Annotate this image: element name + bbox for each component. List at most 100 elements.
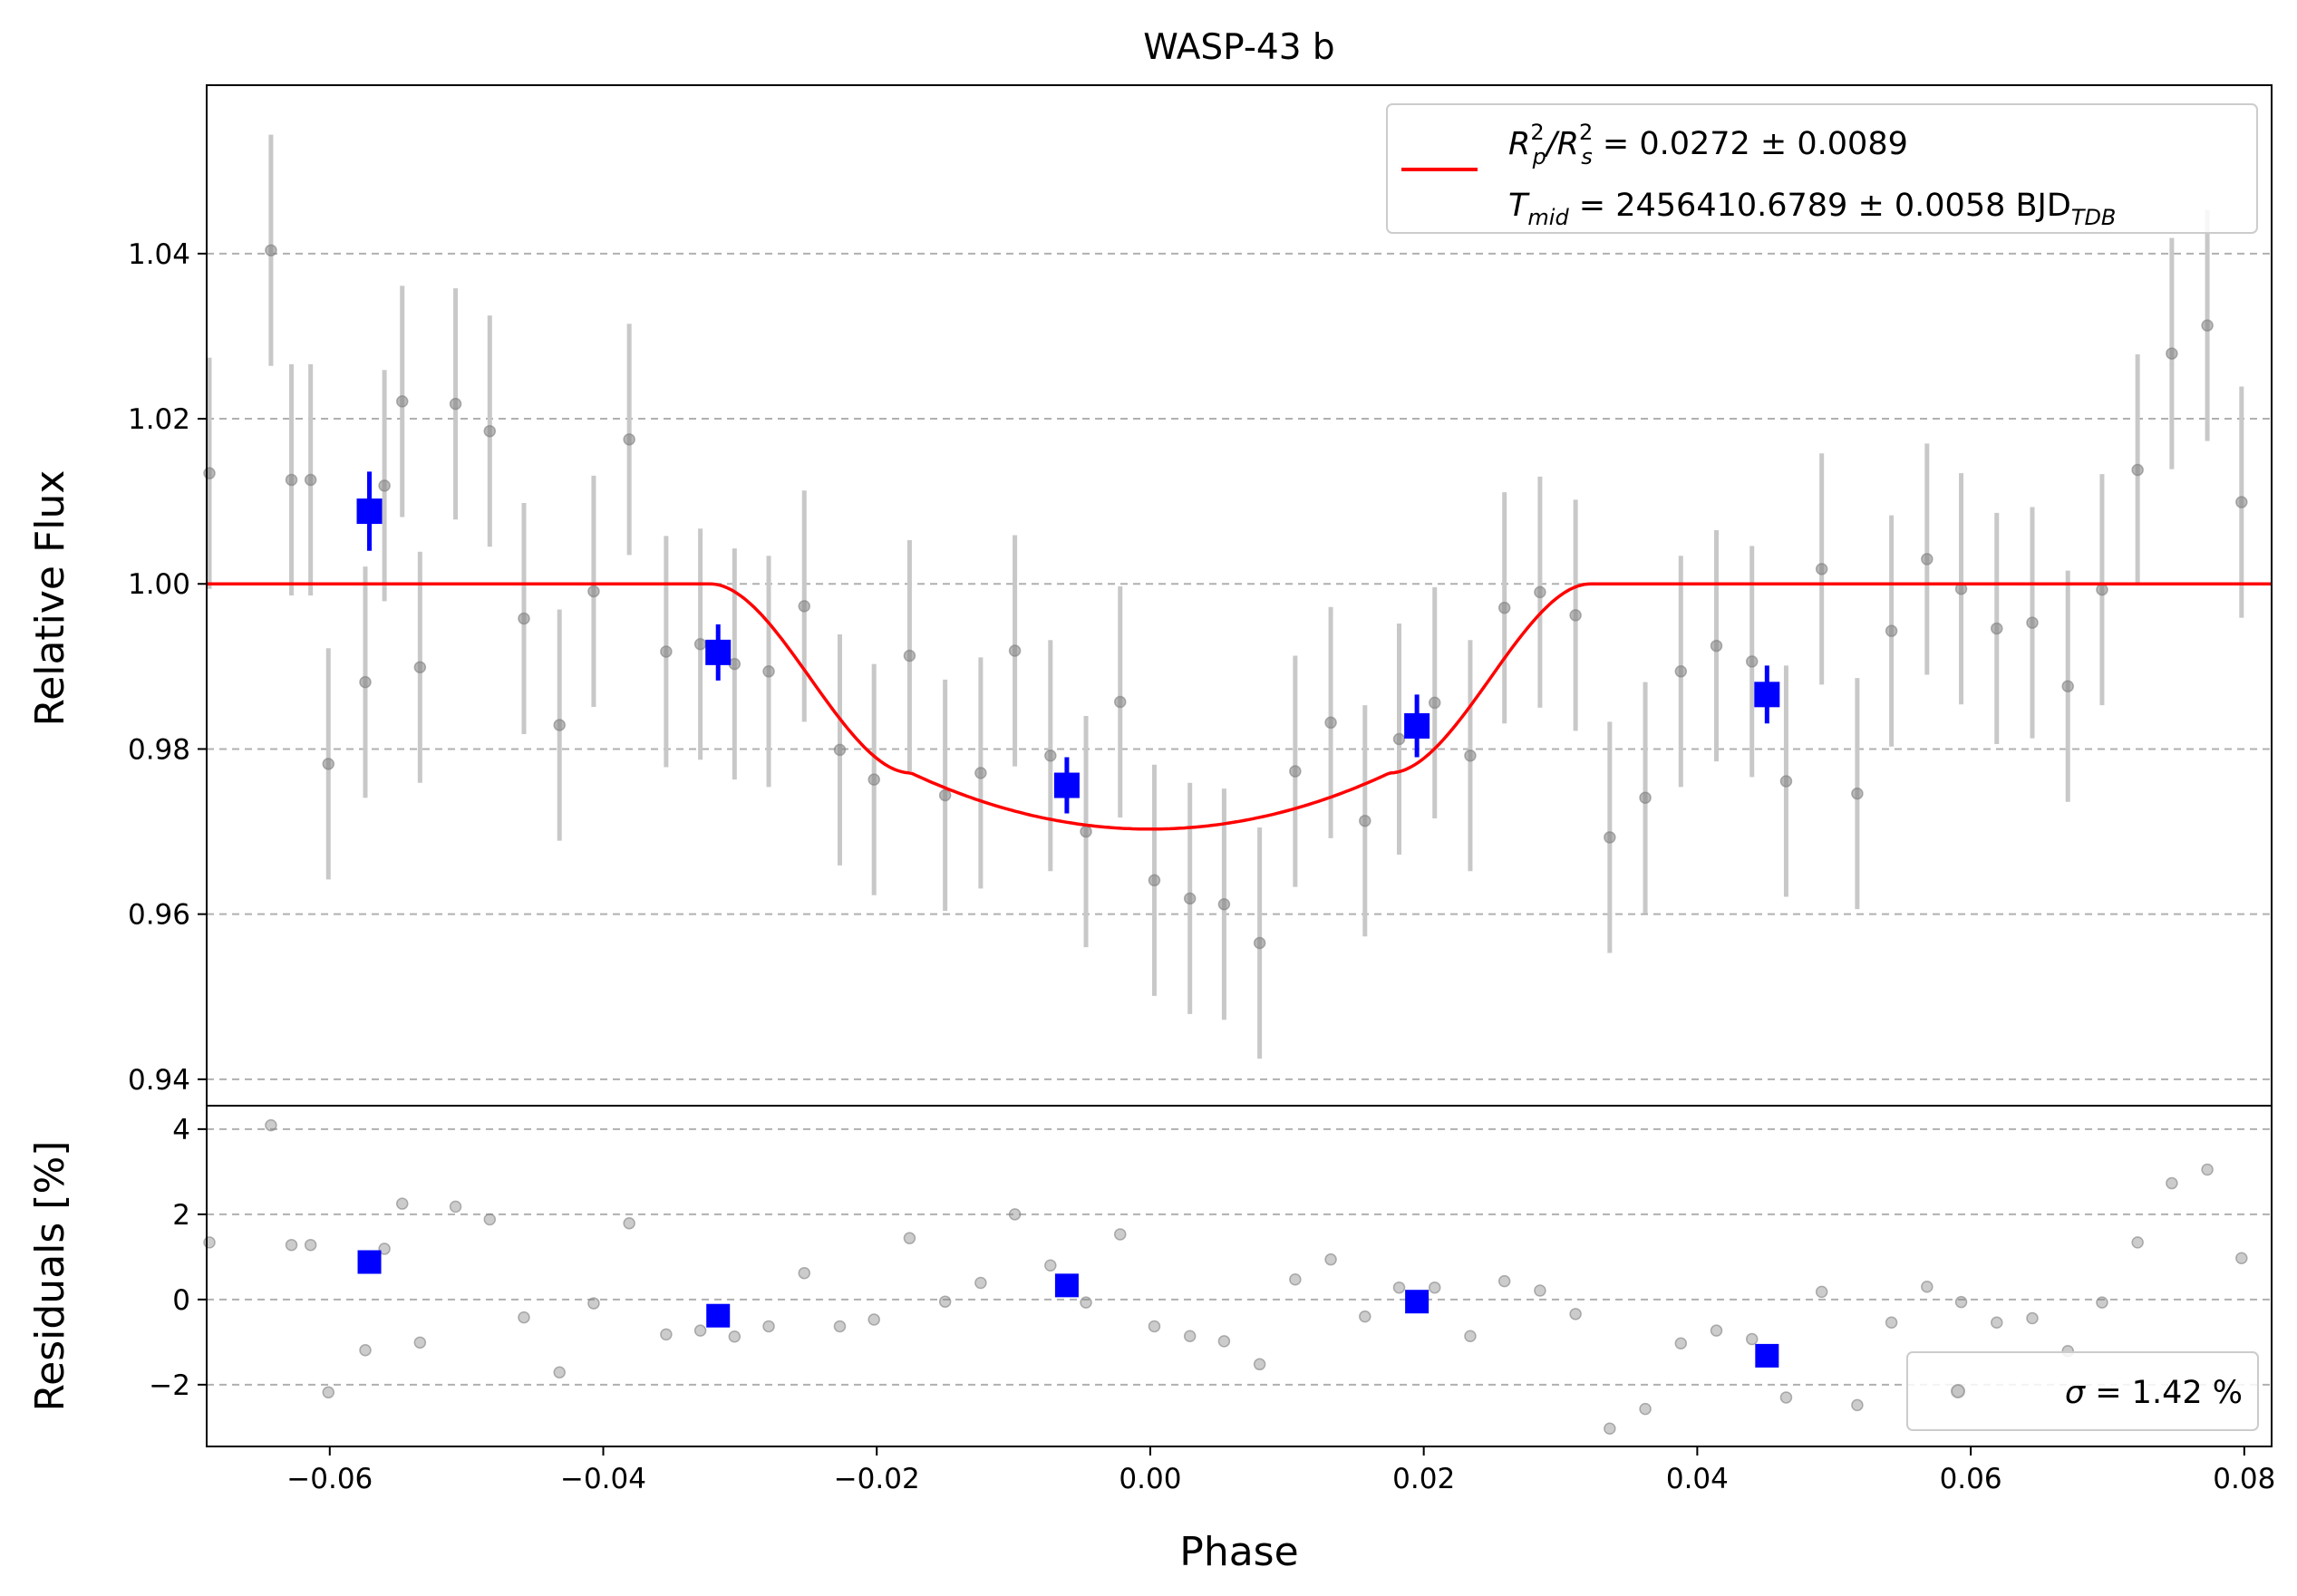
binned-residual-point	[1755, 1343, 1779, 1368]
raw-residual-point	[1497, 1274, 1511, 1288]
raw-point	[1253, 936, 1266, 950]
raw-residual-point	[2026, 1311, 2039, 1325]
raw-point	[867, 773, 880, 786]
raw-residual-point	[1745, 1332, 1759, 1346]
raw-point	[1815, 563, 1828, 576]
raw-residual-point	[833, 1320, 847, 1333]
bottom-legend: σ = 1.42 %	[1906, 1351, 2259, 1431]
top-y-axis-title: Relative Flux	[27, 470, 73, 727]
raw-point	[1885, 624, 1898, 637]
bottom-panel-grid	[207, 1127, 2272, 1386]
binned-point	[1754, 682, 1780, 708]
raw-residual-point	[2201, 1163, 2214, 1176]
top-legend: R2 p/R2 s = 0.0272 ± 0.0089 Tmid = 2456410…	[1386, 103, 2258, 234]
raw-point	[553, 719, 566, 731]
raw-residual-point	[2131, 1236, 2144, 1249]
x-tick-label: −0.02	[834, 1463, 920, 1495]
raw-residual-point	[285, 1238, 298, 1252]
transit-model-curve	[207, 582, 2272, 831]
raw-residual-point	[2235, 1252, 2248, 1265]
binned-point	[1404, 712, 1430, 739]
raw-residual-point	[483, 1213, 497, 1226]
raw-residual-point	[1080, 1296, 1092, 1309]
x-tick-label: 0.02	[1392, 1463, 1455, 1495]
binned-residual-point	[706, 1303, 731, 1328]
raw-residual-point	[693, 1324, 707, 1337]
top-panel-binned-points	[356, 471, 1780, 814]
raw-residual-point	[2166, 1176, 2178, 1190]
raw-point	[1359, 814, 1371, 827]
raw-residual-point	[1324, 1253, 1337, 1266]
raw-residual-point	[553, 1366, 566, 1378]
raw-point	[285, 473, 298, 487]
raw-residual-point	[1392, 1281, 1406, 1294]
binned-point	[1053, 772, 1080, 798]
bottom-panel-y-ticks: −2 0 2 4	[149, 1114, 207, 1402]
bottom-legend-box	[1906, 1351, 2259, 1431]
top-y-tick-label: 0.96	[128, 899, 190, 932]
raw-point	[1991, 622, 2003, 635]
raw-residual-point	[1008, 1208, 1022, 1221]
top-y-tick-label: 1.02	[128, 403, 190, 436]
raw-residual-point	[1815, 1285, 1828, 1299]
binned-residual-point	[357, 1250, 382, 1274]
raw-residual-point	[1569, 1308, 1582, 1320]
raw-residual-point	[413, 1336, 427, 1349]
raw-residual-point	[1289, 1273, 1302, 1286]
raw-residual-point	[378, 1243, 391, 1255]
top-panel-errorbars	[207, 134, 2244, 1059]
raw-point	[1851, 787, 1864, 800]
raw-point	[359, 675, 372, 689]
raw-point	[1148, 874, 1161, 887]
raw-point	[1710, 639, 1723, 653]
x-tick-label: 0.08	[2213, 1463, 2275, 1495]
raw-residual-point	[798, 1266, 811, 1280]
raw-residual-point	[203, 1236, 216, 1249]
raw-point	[1745, 655, 1759, 668]
raw-residual-point	[1148, 1320, 1161, 1333]
raw-point	[2131, 463, 2144, 477]
raw-residual-point	[1464, 1330, 1477, 1343]
x-tick-label: 0.06	[1940, 1463, 2002, 1495]
raw-point	[322, 758, 335, 770]
top-y-tick-label: 0.94	[128, 1064, 190, 1097]
bottom-y-tick-label: −2	[149, 1369, 190, 1402]
raw-residual-point	[1991, 1316, 2003, 1329]
legend-sigma-text: σ = 1.42 %	[2065, 1375, 2243, 1411]
raw-point	[2166, 347, 2178, 360]
raw-residual-point	[1253, 1358, 1266, 1371]
bottom-y-tick-label: 0	[172, 1284, 190, 1317]
top-legend-box	[1386, 103, 2258, 234]
raw-point	[1569, 609, 1582, 622]
bottom-legend-swatch	[1951, 1384, 1965, 1398]
raw-residual-point	[623, 1216, 635, 1230]
raw-point	[2235, 496, 2248, 508]
binned-point	[356, 498, 383, 525]
raw-residual-point	[449, 1200, 462, 1214]
raw-point	[1428, 696, 1441, 710]
raw-residual-point	[974, 1276, 987, 1290]
raw-point	[1779, 775, 1793, 788]
bottom-panel-frame	[206, 1105, 2273, 1447]
top-y-tick-label: 1.00	[128, 568, 190, 601]
raw-point	[413, 661, 427, 674]
raw-point	[483, 424, 497, 438]
raw-point	[1534, 585, 1546, 599]
bottom-y-axis-title: Residuals [%]	[27, 1141, 73, 1412]
raw-residual-point	[1851, 1398, 1864, 1412]
bottom-y-tick-label: 2	[172, 1199, 190, 1232]
raw-point	[660, 645, 673, 658]
raw-point	[518, 612, 530, 625]
raw-point	[1114, 695, 1127, 709]
raw-point	[833, 743, 847, 757]
raw-residual-point	[1359, 1310, 1371, 1323]
raw-point	[974, 767, 987, 779]
raw-point	[1639, 791, 1652, 804]
raw-point	[304, 473, 317, 487]
x-tick-label: 0.00	[1119, 1463, 1181, 1495]
raw-point	[1289, 765, 1302, 778]
raw-point	[1183, 892, 1197, 905]
raw-residual-point	[322, 1386, 335, 1399]
raw-residual-point	[1183, 1330, 1197, 1343]
raw-point	[1464, 749, 1477, 762]
